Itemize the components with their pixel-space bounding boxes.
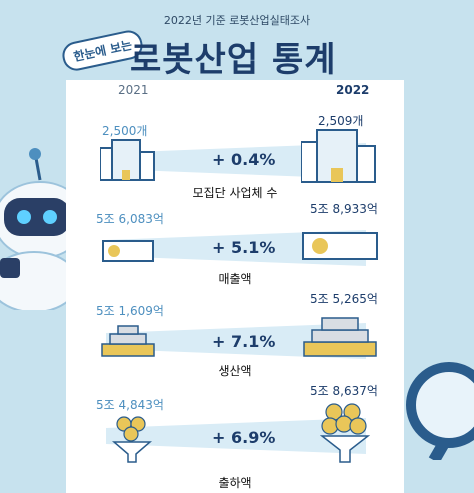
page-title: 로봇산업 통계 xyxy=(130,40,337,80)
value-2022: 5조 8,637억 xyxy=(310,384,378,398)
stat-label: 매출액 xyxy=(218,272,252,286)
value-2021: 5조 6,083억 xyxy=(96,212,164,226)
banknote-icon xyxy=(302,232,378,260)
stat-label: 모집단 사업체 수 xyxy=(192,186,278,200)
stat-row-revenue: 5조 6,083억 5조 8,933억 + 5.1% 매출액 xyxy=(66,196,404,300)
building-icon xyxy=(100,139,155,181)
value-2022: 5조 8,933억 xyxy=(310,202,378,216)
trend-band xyxy=(66,230,404,266)
value-2021: 2,500개 xyxy=(102,124,148,138)
building-icon xyxy=(301,129,376,183)
change-percent: + 7.1% xyxy=(212,332,276,351)
change-percent: + 5.1% xyxy=(212,238,276,257)
stat-row-production: 5조 1,609억 5조 5,265억 + 7.1% 생산액 xyxy=(66,290,404,394)
robot-icon xyxy=(0,148,87,310)
magnifier-icon xyxy=(406,362,474,460)
stat-label: 생산액 xyxy=(218,364,252,378)
stat-row-companies: 2,500개 2,509개 + 0.4% 모집단 사업체 수 xyxy=(66,110,404,214)
stat-row-shipments: 5조 4,843억 5조 8,637억 + 6.9% 출하액 xyxy=(66,382,404,490)
year-2021-label: 2021 xyxy=(118,83,149,97)
value-2021: 5조 4,843억 xyxy=(96,398,164,412)
page-subtitle: 2022년 기준 로봇산업실태조사 xyxy=(163,14,311,27)
stat-label: 출하액 xyxy=(218,476,252,490)
year-2022-label: 2022 xyxy=(336,83,370,97)
value-2022: 5조 5,265억 xyxy=(310,292,378,306)
value-2021: 5조 1,609억 xyxy=(96,304,164,318)
trend-band xyxy=(66,418,404,454)
gold-bars-icon xyxy=(101,325,155,357)
change-percent: + 0.4% xyxy=(212,150,276,169)
coin-funnel-icon xyxy=(320,403,370,463)
change-percent: + 6.9% xyxy=(212,428,276,447)
value-2022: 2,509개 xyxy=(318,114,364,128)
gold-bars-icon xyxy=(303,317,377,357)
coin-funnel-icon xyxy=(112,416,152,463)
trend-band xyxy=(66,323,404,359)
banknote-icon xyxy=(102,240,154,262)
